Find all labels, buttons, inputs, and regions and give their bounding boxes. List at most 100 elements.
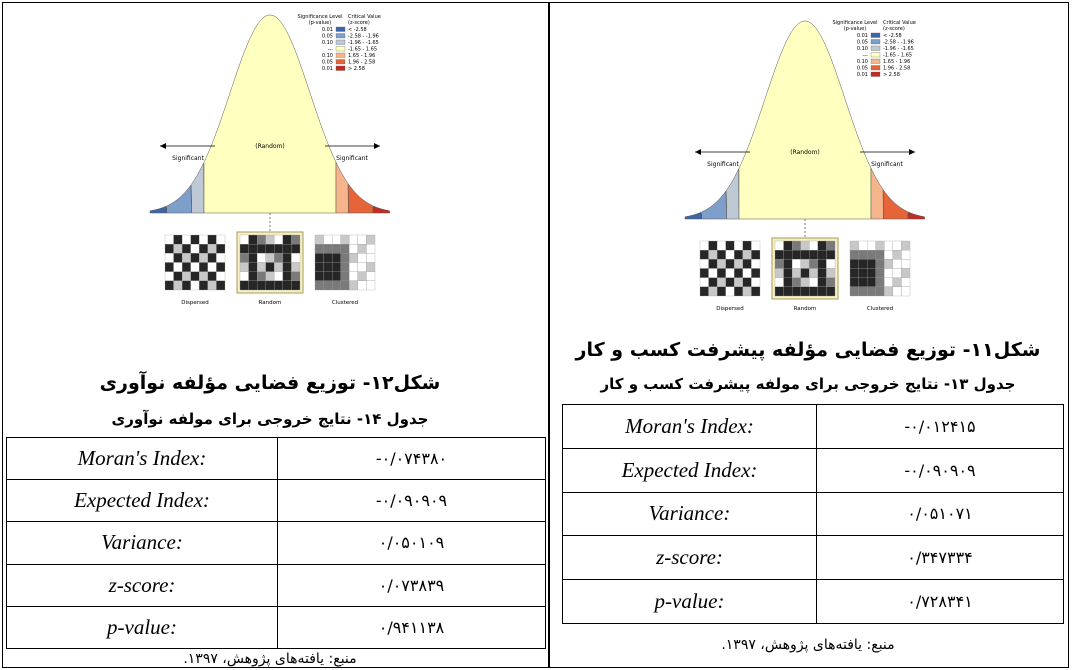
curve-region (684, 211, 703, 220)
map-cell (791, 268, 801, 278)
map-cell (783, 259, 793, 269)
arrowhead (160, 143, 166, 149)
legend-z: 1.65 - 1.96 (348, 53, 375, 59)
map-cell (340, 271, 350, 281)
map-cell (349, 262, 359, 272)
arrowhead (909, 149, 915, 155)
map-cell (791, 277, 801, 287)
map-cell (349, 244, 359, 254)
map-cell (181, 234, 191, 245)
row-value: ۰/۷۲۸۳۴۱ (816, 579, 1064, 624)
significant-label: Significant (707, 161, 739, 168)
figure: Significance Level(p-value) Critical Valu… (149, 14, 391, 306)
legend-heading: (z-score) (883, 26, 905, 32)
map-cell (884, 250, 894, 260)
map-cell (800, 268, 810, 278)
map-cell (774, 268, 784, 278)
map-cell (742, 240, 752, 251)
map-cell (331, 262, 341, 272)
row-value: ۰/۰۵۱۰۷۱ (816, 491, 1064, 537)
map-cell (866, 268, 876, 278)
map-cell (256, 234, 266, 245)
map-cell (291, 253, 301, 263)
map-cell (173, 280, 183, 291)
figure-caption: شکل۱۲- توزیع فضایی مؤلفه نوآوری (99, 372, 441, 394)
map-cell (849, 250, 859, 260)
map-cell (817, 277, 827, 287)
map-cell (751, 240, 761, 251)
curve-region (372, 205, 391, 214)
map-cell (173, 244, 183, 254)
map-cell (331, 280, 341, 291)
curve-region (166, 184, 192, 214)
map-cell (357, 271, 367, 281)
legend-p: 0.05 (322, 60, 333, 66)
map-cell (190, 244, 200, 254)
row-value: ۰/۰۷۳۸۳۹ (277, 563, 546, 607)
map-cell (366, 280, 376, 291)
legend-p: 0.10 (857, 46, 868, 52)
map-cell (742, 286, 752, 297)
map-cell (783, 268, 793, 278)
map-cell (331, 271, 341, 281)
map-cell (366, 244, 376, 254)
map-cell (357, 234, 367, 245)
legend-p: 0.01 (322, 66, 333, 72)
map-cell (716, 240, 726, 251)
legend-heading: Significance Level (832, 20, 877, 26)
map-cell (340, 280, 350, 291)
curve-region (335, 162, 349, 214)
map-cell (216, 271, 226, 281)
table-title: جدول ۱۳- نتایج خروجی برای مولفه پیشرفت ک… (600, 375, 1016, 393)
map-cell (725, 259, 735, 269)
map-cell (349, 253, 359, 263)
map-cell (216, 253, 226, 263)
map-cell (716, 268, 726, 278)
legend-swatch (335, 65, 346, 71)
map-cell (357, 280, 367, 291)
legend-p: 0.01 (857, 72, 868, 78)
arrowhead (374, 143, 380, 149)
map-cell (248, 271, 258, 281)
map-cell (190, 271, 200, 281)
map-cell (366, 271, 376, 281)
map-cell (716, 259, 726, 269)
map-cell (774, 277, 784, 287)
map-cell (216, 262, 226, 272)
legend-p: 0.05 (322, 34, 333, 40)
map-cell (173, 253, 183, 263)
map-cell (366, 234, 376, 245)
map-cell (340, 253, 350, 263)
map-cell (699, 268, 709, 278)
arrowhead (695, 149, 701, 155)
legend-p: 0.05 (857, 40, 868, 46)
map-cell (901, 286, 911, 297)
map-cell (239, 234, 249, 245)
map-cell (699, 277, 709, 287)
map-cell (340, 234, 350, 245)
map-cell (248, 234, 258, 245)
map-cell (265, 280, 275, 291)
map-cell (783, 286, 793, 297)
map-cell (181, 271, 191, 281)
map-cell (866, 259, 876, 269)
map-cell (199, 244, 209, 254)
legend-heading: Significance Level (297, 14, 342, 20)
curve-region (191, 162, 205, 214)
legend-z: -1.96 - -1.65 (883, 46, 914, 52)
map-cell (282, 271, 292, 281)
curve-region (883, 189, 909, 220)
map-cell (791, 259, 801, 269)
table-row: Expected Index: -۰/۰۹۰۹۰۹ (562, 447, 1064, 493)
map-label: Clustered (867, 306, 893, 312)
map-cell (323, 280, 333, 291)
map-cell (190, 234, 200, 245)
legend-p: --- (328, 47, 334, 53)
map-cell (199, 280, 209, 291)
results-table: Moran's Index: -۰/۰۷۴۳۸۰ Expected Index: -۰… (6, 436, 546, 650)
map-cell (751, 259, 761, 269)
map-cell (699, 250, 709, 260)
map-cell (858, 286, 868, 297)
map-cell (849, 286, 859, 297)
map-cell (817, 250, 827, 260)
